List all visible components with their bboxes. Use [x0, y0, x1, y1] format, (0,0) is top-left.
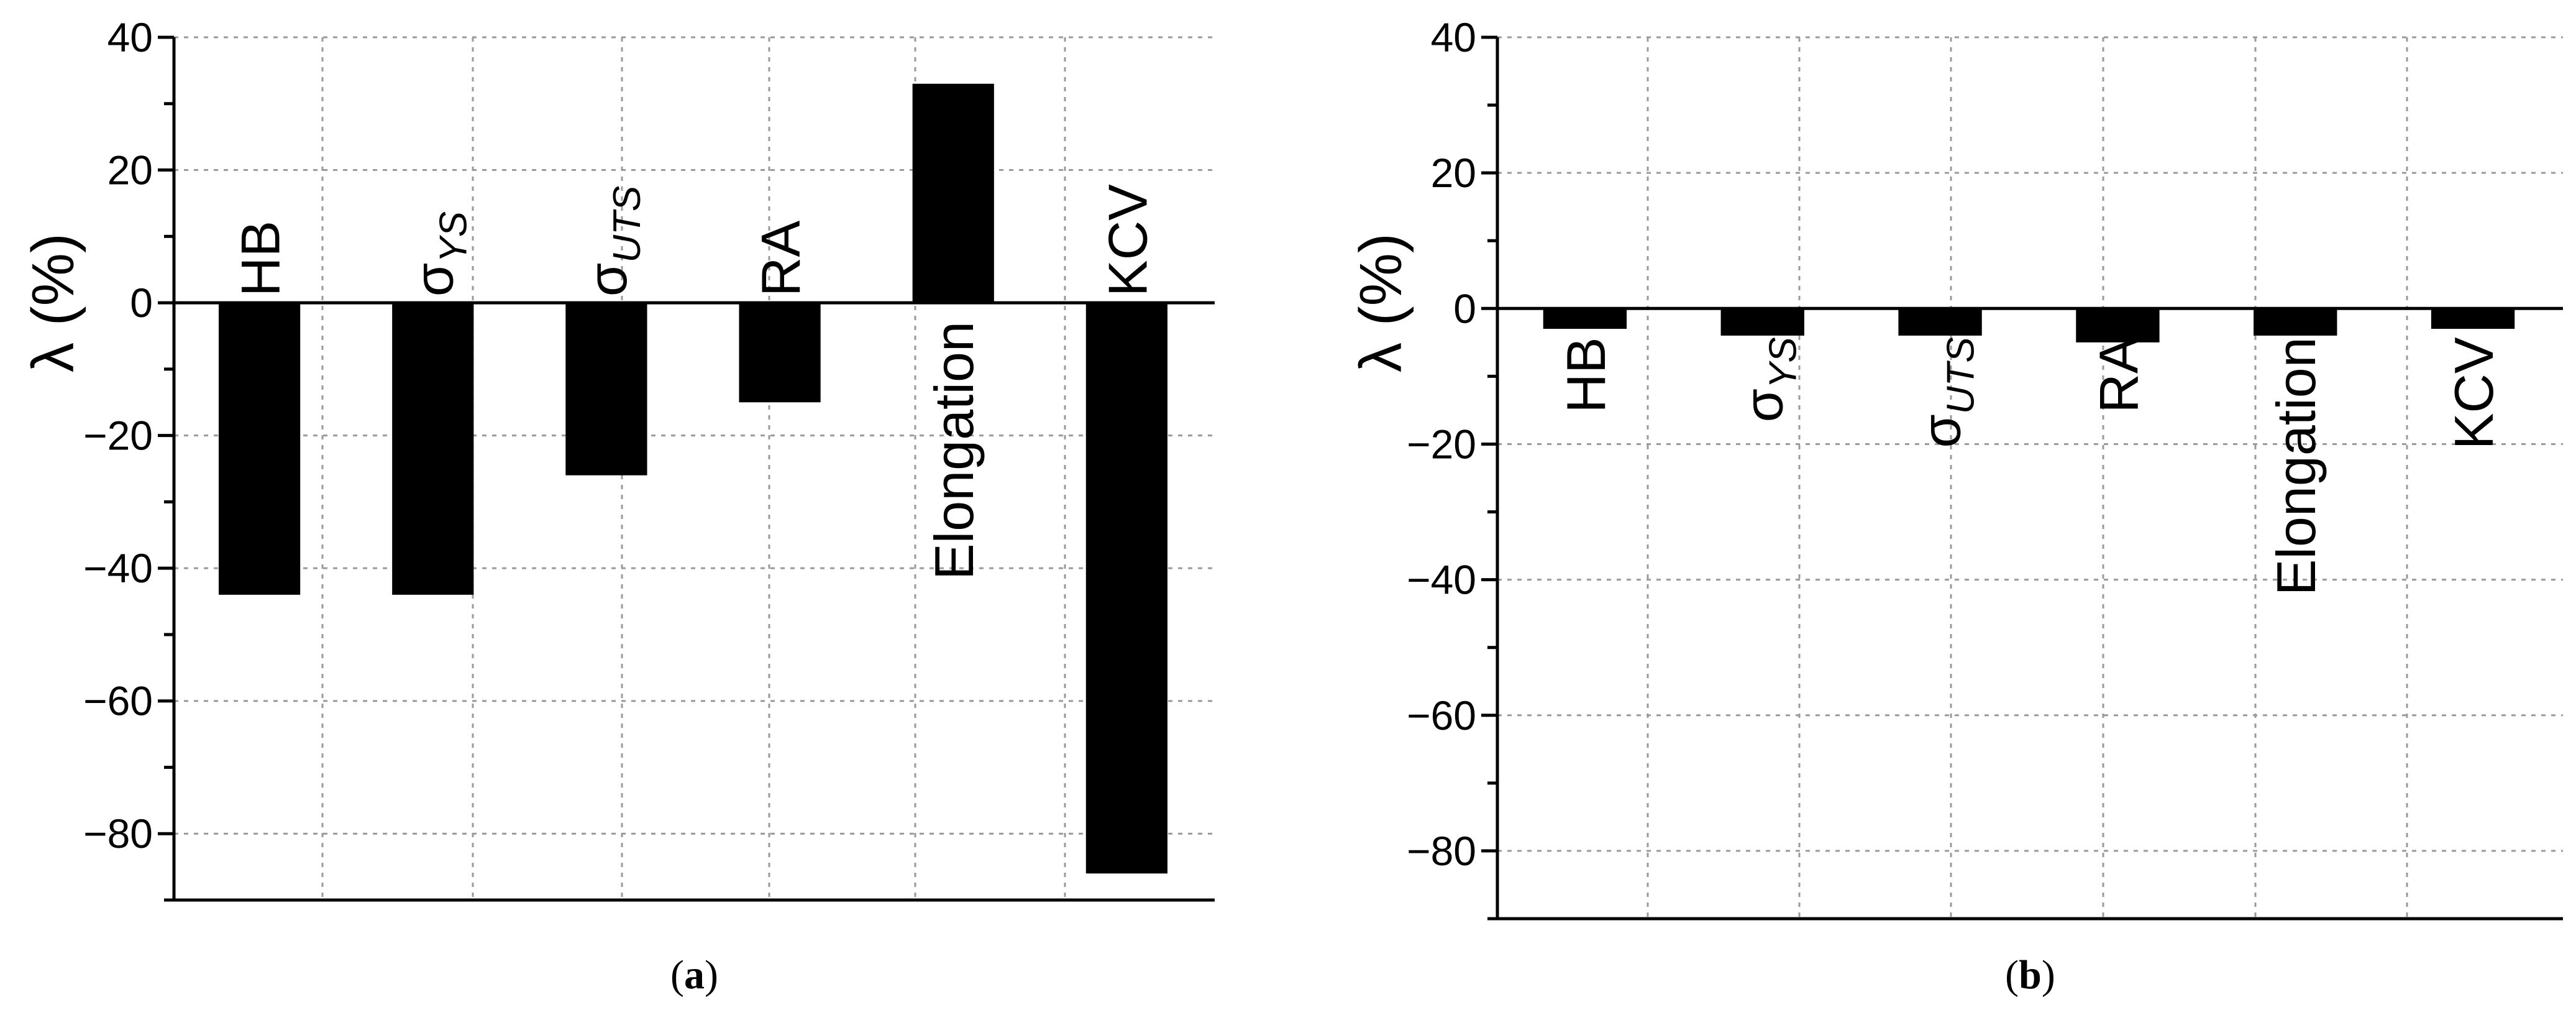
category-base: Elongation: [2265, 337, 2327, 595]
panel-label-open: (: [2005, 952, 2019, 998]
category-label: RA: [750, 221, 811, 297]
y-tick-label: −80: [1407, 828, 1476, 874]
category-label: HB: [1555, 337, 1617, 413]
panel-label-close: ): [2042, 952, 2055, 998]
bar-hb: [218, 303, 301, 595]
y-tick-label: 20: [1431, 150, 1476, 196]
category-base: Elongation: [923, 321, 985, 580]
panel-label-letter: a: [684, 952, 705, 998]
y-tick-label: −80: [83, 811, 153, 857]
bar-elongation: [2254, 308, 2337, 336]
panel-label-letter: b: [2019, 952, 2042, 998]
bar-hb: [1543, 308, 1627, 329]
category-label: KCV: [2443, 337, 2505, 449]
category-subscript: UTS: [606, 186, 649, 263]
category-label: Elongation: [2265, 337, 2327, 595]
y-tick-label: −20: [1407, 421, 1476, 467]
category-base: KCV: [1097, 184, 1158, 296]
category-label: Elongation: [923, 321, 985, 580]
category-label: HB: [230, 221, 291, 296]
y-axis-label: λ (%): [20, 233, 86, 372]
category-subscript: UTS: [1940, 337, 1983, 414]
panel-label: (a): [670, 952, 718, 998]
panel-label-open: (: [670, 952, 684, 998]
bar-σ-uts: [1898, 308, 1982, 336]
panel-label-close: ): [705, 952, 718, 998]
category-base: σ: [577, 263, 638, 296]
y-tick-label: 0: [130, 280, 153, 326]
panel-label: (b): [2005, 952, 2055, 998]
y-tick-label: −40: [1407, 557, 1476, 603]
category-subscript: YS: [1762, 337, 1805, 388]
category-base: σ: [403, 263, 465, 296]
bar-σ-ys: [392, 303, 474, 595]
y-tick-label: 40: [1431, 14, 1476, 60]
y-tick-label: 40: [107, 14, 153, 60]
y-tick-label: −60: [83, 678, 153, 724]
category-base: σ: [1733, 388, 1794, 422]
bar-σ-uts: [565, 303, 647, 476]
bar-kcv: [1085, 303, 1168, 874]
category-base: RA: [750, 221, 811, 297]
category-label: σYS: [1733, 337, 1805, 422]
category-base: σ: [1911, 414, 1972, 448]
y-axis-label: λ (%): [1348, 233, 1414, 372]
bar-σ-ys: [1720, 308, 1804, 336]
category-base: HB: [230, 221, 291, 296]
y-tick-label: −60: [1407, 692, 1476, 738]
y-tick-label: 20: [107, 147, 153, 193]
bar-ra: [2076, 308, 2160, 342]
category-label: σYS: [403, 211, 475, 296]
axis-frame: [1496, 37, 2563, 921]
category-label: RA: [2088, 337, 2149, 413]
axis-frame: [172, 37, 1215, 902]
y-tick-label: −20: [83, 413, 153, 459]
category-subscript: YS: [432, 211, 475, 263]
y-tick-label: −40: [83, 545, 153, 591]
bar-kcv: [2431, 308, 2515, 329]
bar-elongation: [912, 83, 994, 303]
category-base: KCV: [2443, 337, 2505, 449]
y-tick-label: 0: [1453, 285, 1476, 331]
category-base: RA: [2088, 337, 2149, 413]
category-label: σUTS: [577, 186, 649, 296]
category-label: KCV: [1097, 184, 1158, 296]
category-base: HB: [1555, 337, 1617, 413]
bar-ra: [739, 303, 821, 403]
category-label: σUTS: [1911, 337, 1983, 448]
